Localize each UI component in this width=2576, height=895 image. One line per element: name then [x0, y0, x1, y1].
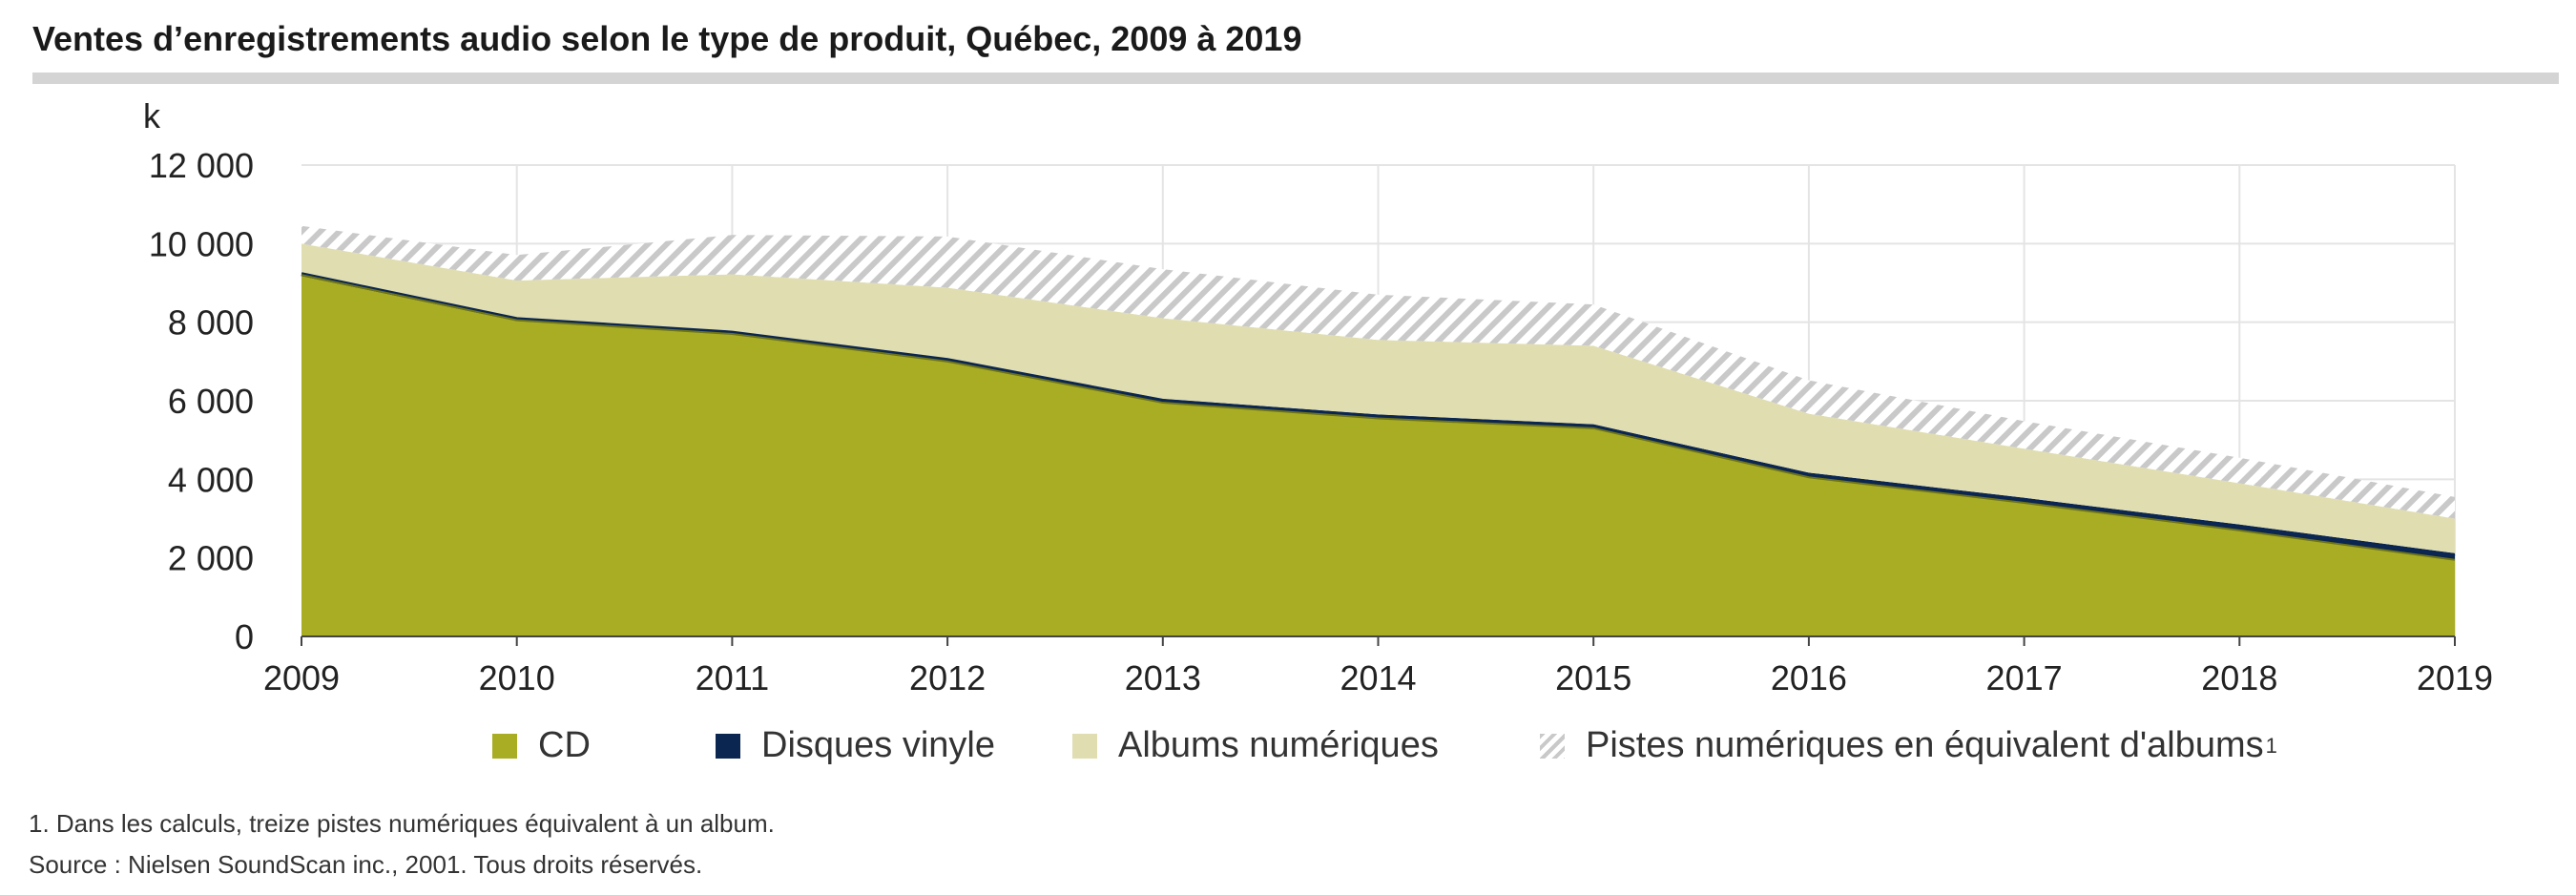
area-cd [301, 275, 2455, 636]
area-albums-numeriques [301, 243, 2455, 553]
line-cd-edge [301, 274, 2456, 561]
legend-item-digital-albums: Albums numériques [1072, 725, 1439, 766]
x-tick-label: 2012 [909, 658, 986, 697]
y-tick-label: 6 000 [168, 382, 254, 421]
x-tick-label: 2011 [696, 658, 769, 697]
source-text: Source : Nielsen SoundScan inc., 2001. T… [29, 850, 703, 879]
legend-label-digital-tracks: Pistes numériques en équivalent d'albums [1586, 725, 2264, 765]
y-tick-label: 12 000 [149, 146, 254, 185]
y-tick-label: 10 000 [149, 224, 254, 263]
y-axis-unit-label: k [143, 96, 161, 135]
chart-title: Ventes d’enregistrements audio selon le … [32, 19, 1302, 58]
title-divider [32, 73, 2559, 84]
legend-item-cd: CD [492, 725, 591, 766]
y-tick-label: 2 000 [168, 539, 254, 578]
x-tick-label: 2014 [1340, 658, 1416, 697]
chart-notes: 1. Dans les calculs, treize pistes numér… [29, 803, 775, 885]
x-tick-label: 2010 [479, 658, 555, 697]
x-tick-label: 2018 [2201, 658, 2277, 697]
y-tick-label: 8 000 [168, 303, 254, 343]
area-pistes-numeriques [301, 225, 2455, 519]
legend-label-vinyl: Disques vinyle [761, 725, 995, 765]
x-tick-label: 2013 [1125, 658, 1201, 697]
x-tick-label: 2009 [263, 658, 340, 697]
legend-swatch-digital-tracks [1540, 733, 1565, 759]
y-tick-label: 4 000 [168, 460, 254, 499]
legend-footnote-mark: 1 [2265, 733, 2277, 758]
legend-label-digital-albums: Albums numériques [1118, 725, 1439, 765]
chart-legend: CD Disques vinyle Albums numériques Pist… [0, 725, 2576, 782]
x-tick-label: 2019 [2417, 658, 2493, 697]
legend-item-digital-tracks: Pistes numériques en équivalent d'albums… [1540, 725, 2277, 766]
area-chart: 2009 2010 2011 2012 2013 2014 2015 2016 2017 2018… [143, 96, 2493, 697]
y-tick-label: 0 [235, 617, 254, 656]
footnote-text: 1. Dans les calculs, treize pistes numér… [29, 809, 775, 838]
x-tick-label: 2016 [1771, 658, 1847, 697]
x-tick-label: 2017 [1986, 658, 2063, 697]
legend-swatch-digital-albums [1072, 733, 1097, 759]
x-tick-label: 2015 [1555, 658, 1631, 697]
legend-item-vinyl: Disques vinyle [716, 725, 995, 766]
stacked-areas [301, 225, 2456, 636]
legend-swatch-vinyl [716, 733, 740, 759]
legend-label-cd: CD [538, 725, 591, 765]
legend-swatch-cd [492, 733, 517, 759]
line-disques-vinyle [301, 272, 2456, 559]
axes: 2009 2010 2011 2012 2013 2014 2015 2016 2017 2018… [149, 146, 2493, 697]
